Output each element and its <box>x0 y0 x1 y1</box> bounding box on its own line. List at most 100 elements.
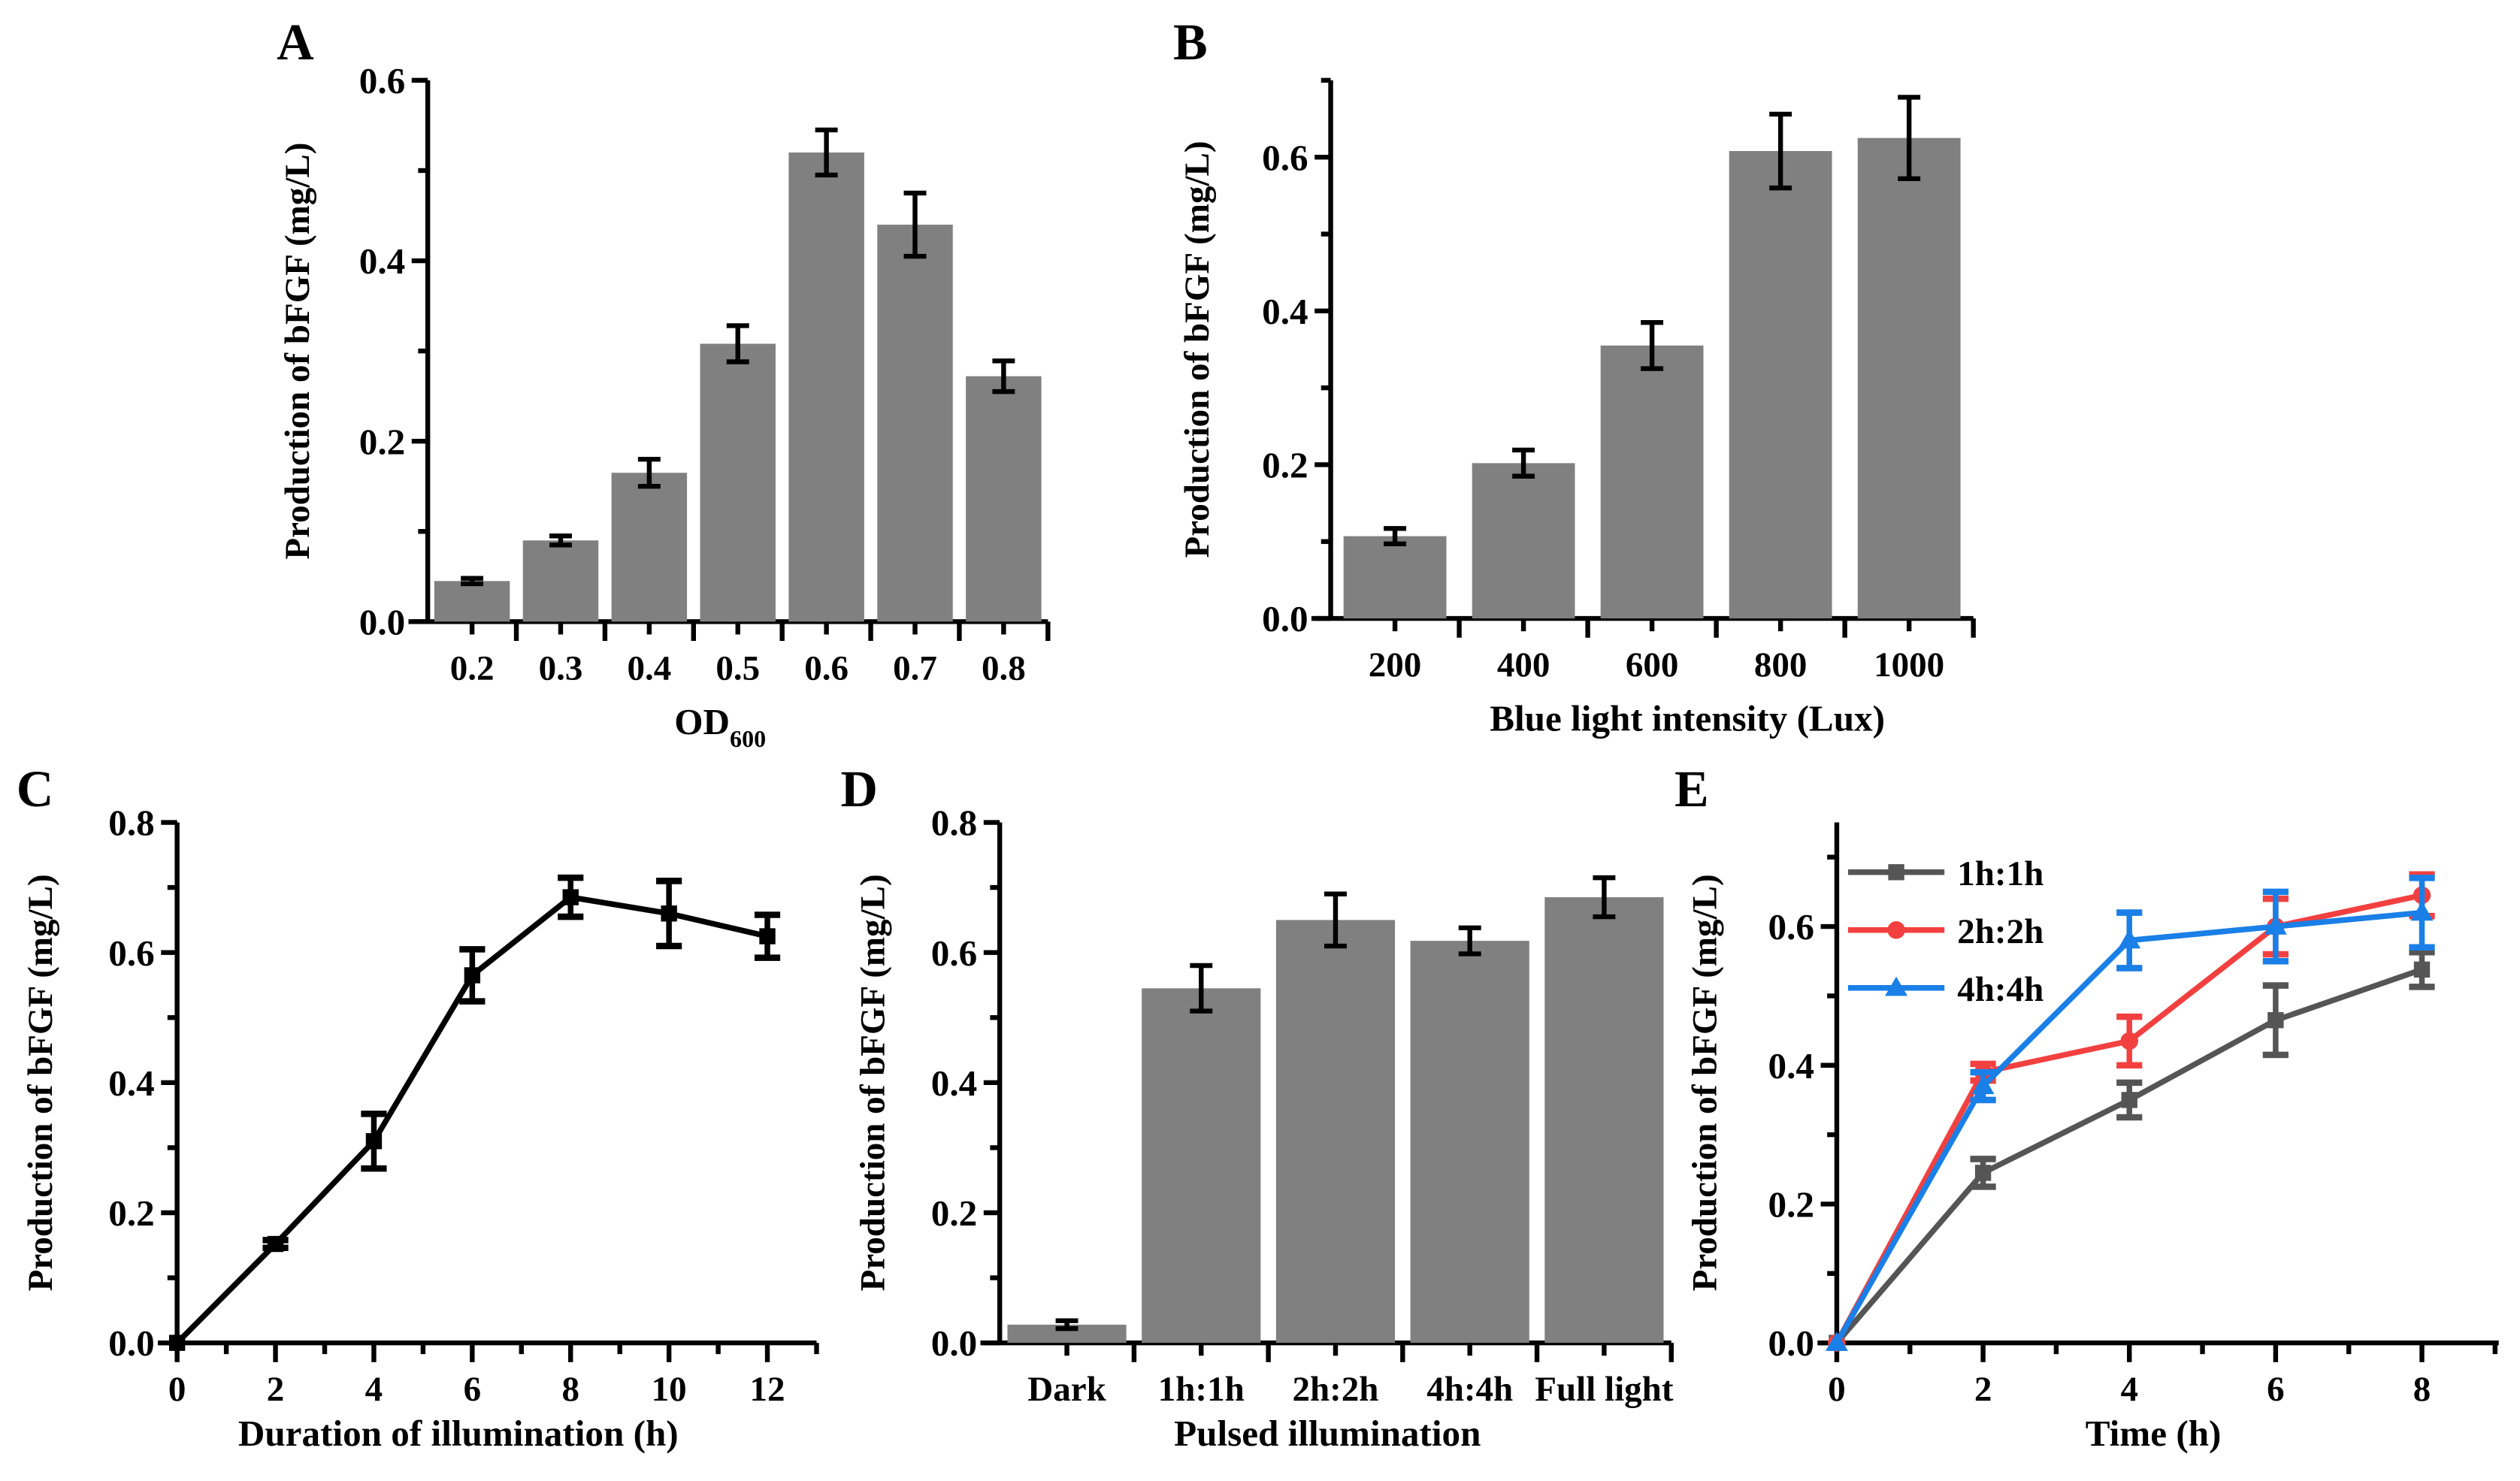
x-tick-label: 800 <box>1754 645 1808 685</box>
panel-letter: B <box>1173 14 1208 71</box>
panel-e: E 0.0 0.2 0.4 0.6 Production of bFGF (mg/L) Ti… <box>1674 760 2499 1454</box>
y-tick-label: 0.0 <box>359 601 405 642</box>
data-point <box>661 905 677 922</box>
y-axis-label: Production of bFGF (mg/L) <box>853 874 892 1291</box>
bar <box>1275 920 1396 1343</box>
y-tick-label: 0.6 <box>1768 906 1814 948</box>
x-tick-label: 0.6 <box>804 648 849 688</box>
bar <box>700 343 776 622</box>
bar <box>1729 151 1832 619</box>
data-point <box>2264 915 2287 935</box>
data-point <box>562 889 579 905</box>
bar <box>788 152 864 622</box>
legend-marker <box>1887 920 1905 939</box>
bar <box>877 224 953 622</box>
y-tick-label: 0.2 <box>931 1192 977 1234</box>
panel-b: B 0.0 0.2 0.4 0.6 Production of bFGF (mg/L) Bl… <box>1173 14 1976 739</box>
x-tick-label: 0.2 <box>450 648 495 688</box>
panel-d: D 0.0 0.2 0.4 0.6 0.8 Production of bFGF (mg/L… <box>841 760 1674 1454</box>
y-tick-label: 0.4 <box>359 240 405 282</box>
x-tick-label: 1000 <box>1874 645 1944 685</box>
x-tick-label: 400 <box>1497 645 1550 685</box>
bar <box>1142 988 1261 1343</box>
x-tick-label: Dark <box>1027 1370 1106 1409</box>
legend-label: 2h:2h <box>1957 912 2044 951</box>
data-point <box>2410 901 2434 921</box>
data-point <box>2120 1032 2138 1050</box>
y-axis-label: Production of bFGF (mg/L) <box>21 874 60 1291</box>
y-tick-label: 0.8 <box>931 802 977 844</box>
x-tick-label: 2 <box>1974 1370 1992 1409</box>
y-tick-label: 0.2 <box>1768 1184 1814 1226</box>
x-axis-label: Pulsed illumination <box>1174 1413 1481 1454</box>
panel-c: C 0.0 0.2 0.4 0.6 0.8 Production of bFGF (mg/L… <box>17 760 819 1454</box>
x-axis-label: OD600 <box>674 701 766 752</box>
x-tick-label: 1h:1h <box>1158 1370 1245 1409</box>
y-tick-label: 0.2 <box>108 1192 154 1234</box>
bar <box>1472 463 1575 619</box>
data-point <box>1971 1074 1995 1095</box>
y-tick-label: 0.0 <box>931 1322 977 1364</box>
x-tick-label: 2 <box>267 1370 285 1409</box>
x-axis-label: Blue light intensity (Lux) <box>1490 698 1885 739</box>
y-tick-label: 0.6 <box>931 932 977 974</box>
legend-label: 4h:4h <box>1957 970 2044 1009</box>
data-point <box>365 1133 383 1150</box>
x-tick-label: 12 <box>750 1370 785 1409</box>
data-point <box>2118 929 2141 949</box>
legend-marker <box>1888 864 1904 881</box>
legend-label: 1h:1h <box>1957 854 2044 893</box>
panel-letter: A <box>277 14 313 71</box>
data-point <box>1825 1331 1848 1351</box>
bar <box>611 473 688 622</box>
x-tick-label: 0.5 <box>715 648 760 688</box>
x-tick-label: 0 <box>1828 1370 1846 1409</box>
y-tick-label: 0.4 <box>1768 1045 1814 1087</box>
y-tick-label: 0.0 <box>1262 598 1308 639</box>
bar <box>1600 345 1704 619</box>
x-axis-label: Duration of illumination (h) <box>238 1413 679 1454</box>
x-tick-label: 6 <box>2267 1370 2285 1409</box>
series-line <box>1834 909 2422 1345</box>
x-tick-label: 0.8 <box>982 648 1026 688</box>
x-tick-label: 0.7 <box>893 648 937 688</box>
bar <box>522 540 599 622</box>
data-point <box>2121 1092 2137 1108</box>
y-tick-label: 0.2 <box>1262 445 1308 486</box>
x-tick-label: Full light <box>1535 1370 1674 1409</box>
data-point <box>2413 961 2431 978</box>
x-tick-label: 10 <box>652 1370 687 1409</box>
y-tick-label: 0.4 <box>1262 291 1308 332</box>
panel-letter: E <box>1674 760 1709 818</box>
panel-letter: C <box>17 760 53 818</box>
x-tick-label: 0.4 <box>627 648 671 688</box>
y-tick-label: 0.8 <box>108 802 154 844</box>
y-tick-label: 0.4 <box>931 1062 977 1104</box>
x-tick-label: 4 <box>365 1370 383 1409</box>
y-tick-label: 0.0 <box>108 1322 154 1364</box>
x-tick-label: 8 <box>561 1370 579 1409</box>
data-point <box>759 928 776 945</box>
x-tick-label: 600 <box>1626 645 1679 685</box>
x-tick-label: 200 <box>1369 645 1422 685</box>
bar <box>1410 941 1529 1343</box>
x-tick-label: 0 <box>168 1370 186 1409</box>
data-point <box>168 1334 186 1351</box>
data-point <box>2267 1012 2284 1029</box>
y-tick-label: 0.2 <box>359 421 405 462</box>
data-point <box>267 1235 284 1253</box>
bar <box>1343 536 1447 619</box>
x-tick-label: 0.3 <box>539 648 583 688</box>
panel-a: A 0.0 0.2 0.4 0.6 Production of bFGF (mg/L) OD… <box>277 14 1051 752</box>
bar <box>1544 897 1664 1343</box>
x-axis-label: Time (h) <box>2086 1413 2222 1454</box>
y-tick-label: 0.6 <box>108 932 154 974</box>
y-axis-label: Production of bFGF (mg/L) <box>1178 141 1217 558</box>
y-axis-label: Production of bFGF (mg/L) <box>1686 874 1725 1291</box>
y-axis-label: Production of bFGF (mg/L) <box>278 143 317 560</box>
data-point <box>1974 1165 1992 1181</box>
x-tick-label: 2h:2h <box>1292 1370 1378 1409</box>
x-tick-label: 4h:4h <box>1426 1370 1513 1409</box>
panel-letter: D <box>841 760 878 818</box>
